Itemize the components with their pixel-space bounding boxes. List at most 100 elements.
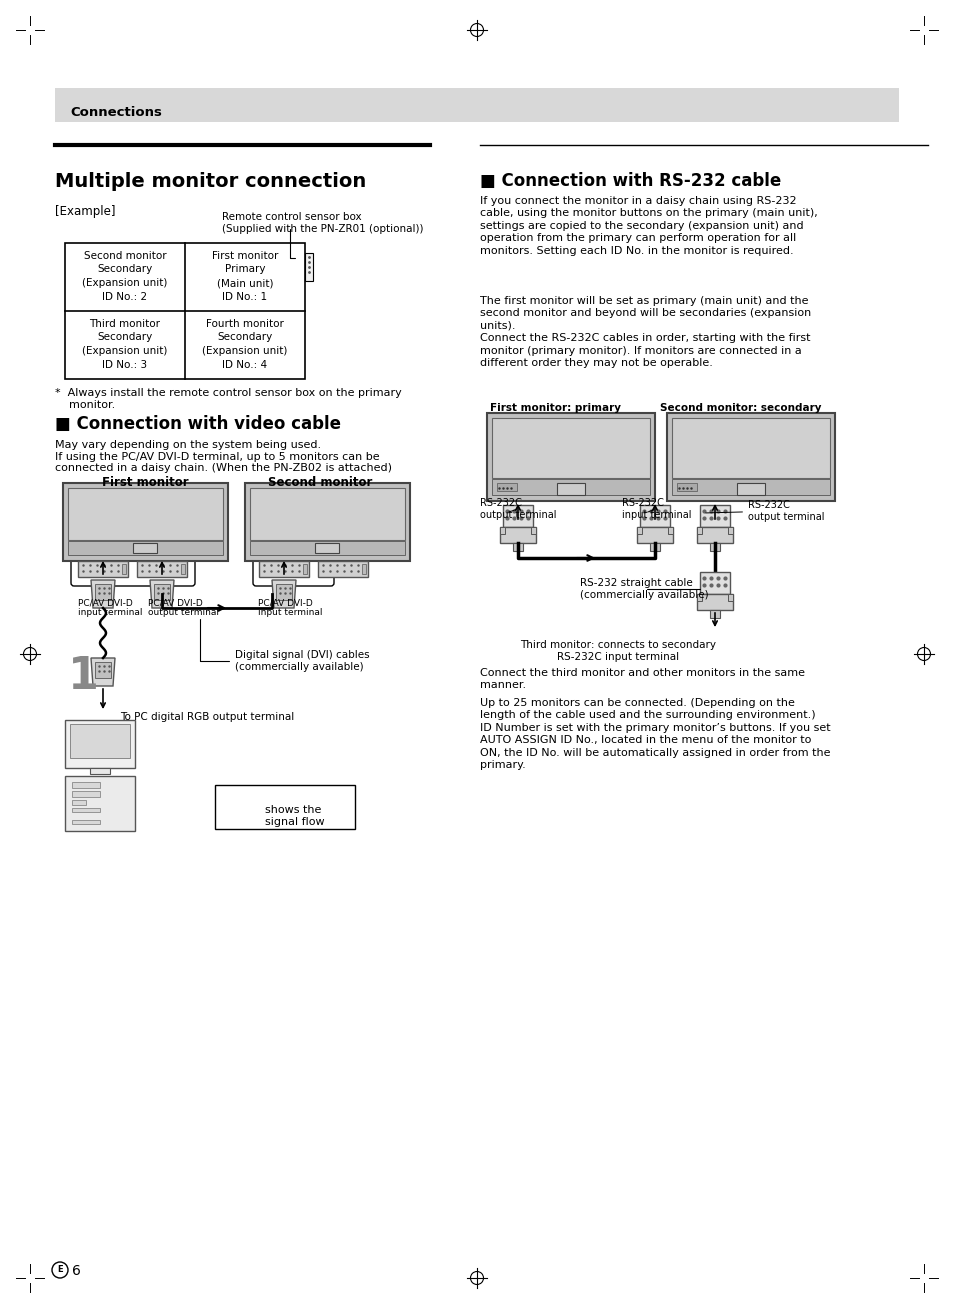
Text: Fourth monitor: Fourth monitor xyxy=(206,319,284,330)
Text: E: E xyxy=(57,1266,63,1274)
Text: ■ Connection with RS-232 cable: ■ Connection with RS-232 cable xyxy=(479,171,781,190)
Text: Up to 25 monitors can be connected. (Depending on the
length of the cable used a: Up to 25 monitors can be connected. (Dep… xyxy=(479,698,830,770)
Text: ■ Connection with video cable: ■ Connection with video cable xyxy=(55,415,340,433)
Text: ID No.: 3: ID No.: 3 xyxy=(102,360,148,369)
Text: Third monitor: Third monitor xyxy=(90,319,160,330)
Bar xyxy=(71,782,100,787)
Text: [Example]: [Example] xyxy=(55,205,115,218)
Bar xyxy=(697,594,732,610)
Text: ID No.: 2: ID No.: 2 xyxy=(102,292,148,302)
Bar xyxy=(68,542,223,555)
Text: Multiple monitor connection: Multiple monitor connection xyxy=(55,171,366,191)
Polygon shape xyxy=(227,804,256,818)
Text: Third monitor: connects to secondary
RS-232C input terminal: Third monitor: connects to secondary RS-… xyxy=(519,640,716,662)
Bar xyxy=(137,561,187,577)
Bar xyxy=(531,527,536,534)
Text: RS-232 straight cable
(commercially available): RS-232 straight cable (commercially avai… xyxy=(579,578,708,599)
Bar xyxy=(727,527,732,534)
Text: The first monitor will be set as primary (main unit) and the
second monitor and : The first monitor will be set as primary… xyxy=(479,296,810,368)
Bar xyxy=(71,791,100,797)
Text: Second monitor: Second monitor xyxy=(84,251,166,262)
Bar xyxy=(700,572,729,594)
Bar xyxy=(71,800,86,804)
Text: Connections: Connections xyxy=(70,106,162,119)
Bar xyxy=(709,610,720,617)
Text: Second monitor: Second monitor xyxy=(268,476,372,489)
Bar xyxy=(250,542,405,555)
Text: First monitor: primary: First monitor: primary xyxy=(490,403,620,413)
Bar xyxy=(317,561,368,577)
Bar xyxy=(737,483,764,494)
Text: Second monitor: secondary: Second monitor: secondary xyxy=(659,403,821,413)
Bar xyxy=(303,564,307,574)
Bar xyxy=(649,543,659,551)
Text: If you connect the monitor in a daisy chain using RS-232
cable, using the monito: If you connect the monitor in a daisy ch… xyxy=(479,196,817,255)
Bar xyxy=(502,505,533,527)
Bar xyxy=(671,419,829,477)
Bar xyxy=(214,785,355,829)
Text: *  Always install the remote control sensor box on the primary
    monitor.: * Always install the remote control sens… xyxy=(55,388,401,409)
Bar xyxy=(258,561,309,577)
Bar xyxy=(667,527,672,534)
Text: (Expansion unit): (Expansion unit) xyxy=(82,279,168,288)
Bar xyxy=(132,543,157,553)
Bar xyxy=(671,479,829,494)
Bar xyxy=(71,808,100,812)
Bar xyxy=(557,483,584,494)
Text: ID No.: 4: ID No.: 4 xyxy=(222,360,267,369)
Text: PC/AV DVI-D
input terminal: PC/AV DVI-D input terminal xyxy=(78,598,142,616)
Bar xyxy=(639,505,669,527)
Text: RS-232C
output terminal: RS-232C output terminal xyxy=(705,500,823,522)
Bar xyxy=(95,662,111,678)
Text: Connect the third monitor and other monitors in the same
manner.: Connect the third monitor and other moni… xyxy=(479,668,804,691)
Text: RS-232C
input terminal: RS-232C input terminal xyxy=(621,498,691,519)
Bar xyxy=(250,488,405,540)
Bar xyxy=(65,243,305,379)
Bar xyxy=(95,583,111,600)
Bar xyxy=(65,776,135,831)
Bar xyxy=(122,564,126,574)
Bar xyxy=(492,419,649,477)
Text: 1: 1 xyxy=(68,655,99,698)
Polygon shape xyxy=(272,579,295,608)
Bar xyxy=(499,527,504,534)
Text: PC/AV DVI-D
output terminal: PC/AV DVI-D output terminal xyxy=(148,598,219,616)
Bar xyxy=(697,527,732,543)
Bar xyxy=(70,725,130,759)
Bar xyxy=(666,413,834,501)
Bar xyxy=(499,527,536,543)
Bar xyxy=(709,543,720,551)
Bar xyxy=(63,483,228,561)
Bar xyxy=(275,583,292,600)
Text: 6: 6 xyxy=(71,1264,81,1278)
Text: First monitor: First monitor xyxy=(212,251,278,262)
Bar xyxy=(492,479,649,494)
Bar xyxy=(65,719,135,768)
Text: Digital signal (DVI) cables
(commercially available): Digital signal (DVI) cables (commerciall… xyxy=(200,619,369,671)
Text: PC/AV DVI-D
input terminal: PC/AV DVI-D input terminal xyxy=(257,598,322,616)
Text: May vary depending on the system being used.
If using the PC/AV DVI-D terminal, : May vary depending on the system being u… xyxy=(55,439,392,473)
Text: Secondary: Secondary xyxy=(217,332,273,343)
Text: First monitor: First monitor xyxy=(102,476,188,489)
Bar xyxy=(55,88,898,122)
Bar xyxy=(245,483,410,561)
Bar xyxy=(697,527,701,534)
Text: Secondary: Secondary xyxy=(97,332,152,343)
Bar xyxy=(181,564,185,574)
Bar xyxy=(637,527,641,534)
Bar xyxy=(71,820,100,824)
Text: (Main unit): (Main unit) xyxy=(216,279,273,288)
Text: Remote control sensor box: Remote control sensor box xyxy=(222,212,361,222)
Polygon shape xyxy=(150,579,173,608)
Text: shows the
signal flow: shows the signal flow xyxy=(265,804,324,827)
Bar xyxy=(727,594,732,600)
Text: ID No.: 1: ID No.: 1 xyxy=(222,292,267,302)
Bar xyxy=(78,561,128,577)
Text: Secondary: Secondary xyxy=(97,264,152,275)
Bar xyxy=(697,594,701,600)
Text: (Supplied with the PN-ZR01 (optional)): (Supplied with the PN-ZR01 (optional)) xyxy=(222,224,423,234)
Bar xyxy=(700,505,729,527)
Bar xyxy=(677,483,697,490)
Bar xyxy=(513,543,522,551)
Text: RS-232C
output terminal: RS-232C output terminal xyxy=(479,498,556,519)
